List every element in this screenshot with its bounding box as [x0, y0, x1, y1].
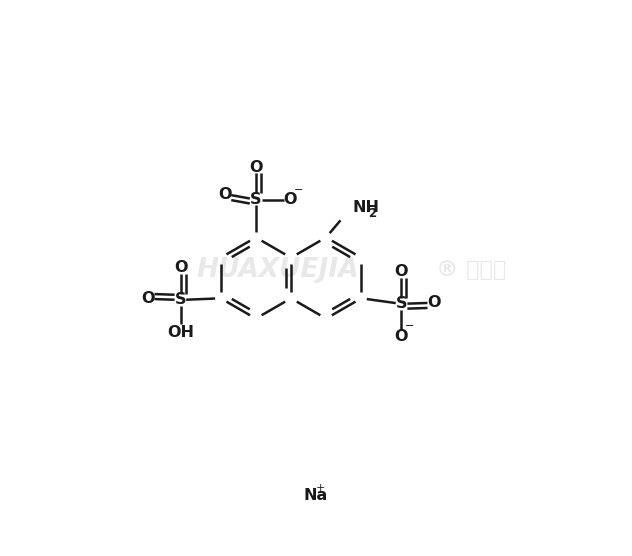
Text: O: O	[219, 187, 232, 201]
Text: O: O	[174, 260, 188, 275]
Text: NH: NH	[353, 200, 380, 215]
Text: O: O	[142, 291, 155, 306]
Text: O: O	[249, 160, 262, 175]
Text: O: O	[394, 329, 408, 344]
Text: ® 化学加: ® 化学加	[435, 260, 506, 280]
Text: −: −	[405, 321, 415, 331]
Text: HUAXUEJIA: HUAXUEJIA	[197, 257, 359, 282]
Text: OH: OH	[167, 325, 194, 340]
Text: O: O	[427, 295, 441, 310]
Text: 2: 2	[368, 207, 376, 220]
Text: O: O	[394, 264, 408, 279]
Text: S: S	[396, 296, 407, 311]
Text: S: S	[250, 192, 262, 207]
Text: Na: Na	[304, 489, 328, 503]
Text: −: −	[294, 185, 303, 195]
Text: O: O	[284, 192, 297, 207]
Text: S: S	[175, 292, 186, 307]
Text: +: +	[316, 483, 325, 493]
